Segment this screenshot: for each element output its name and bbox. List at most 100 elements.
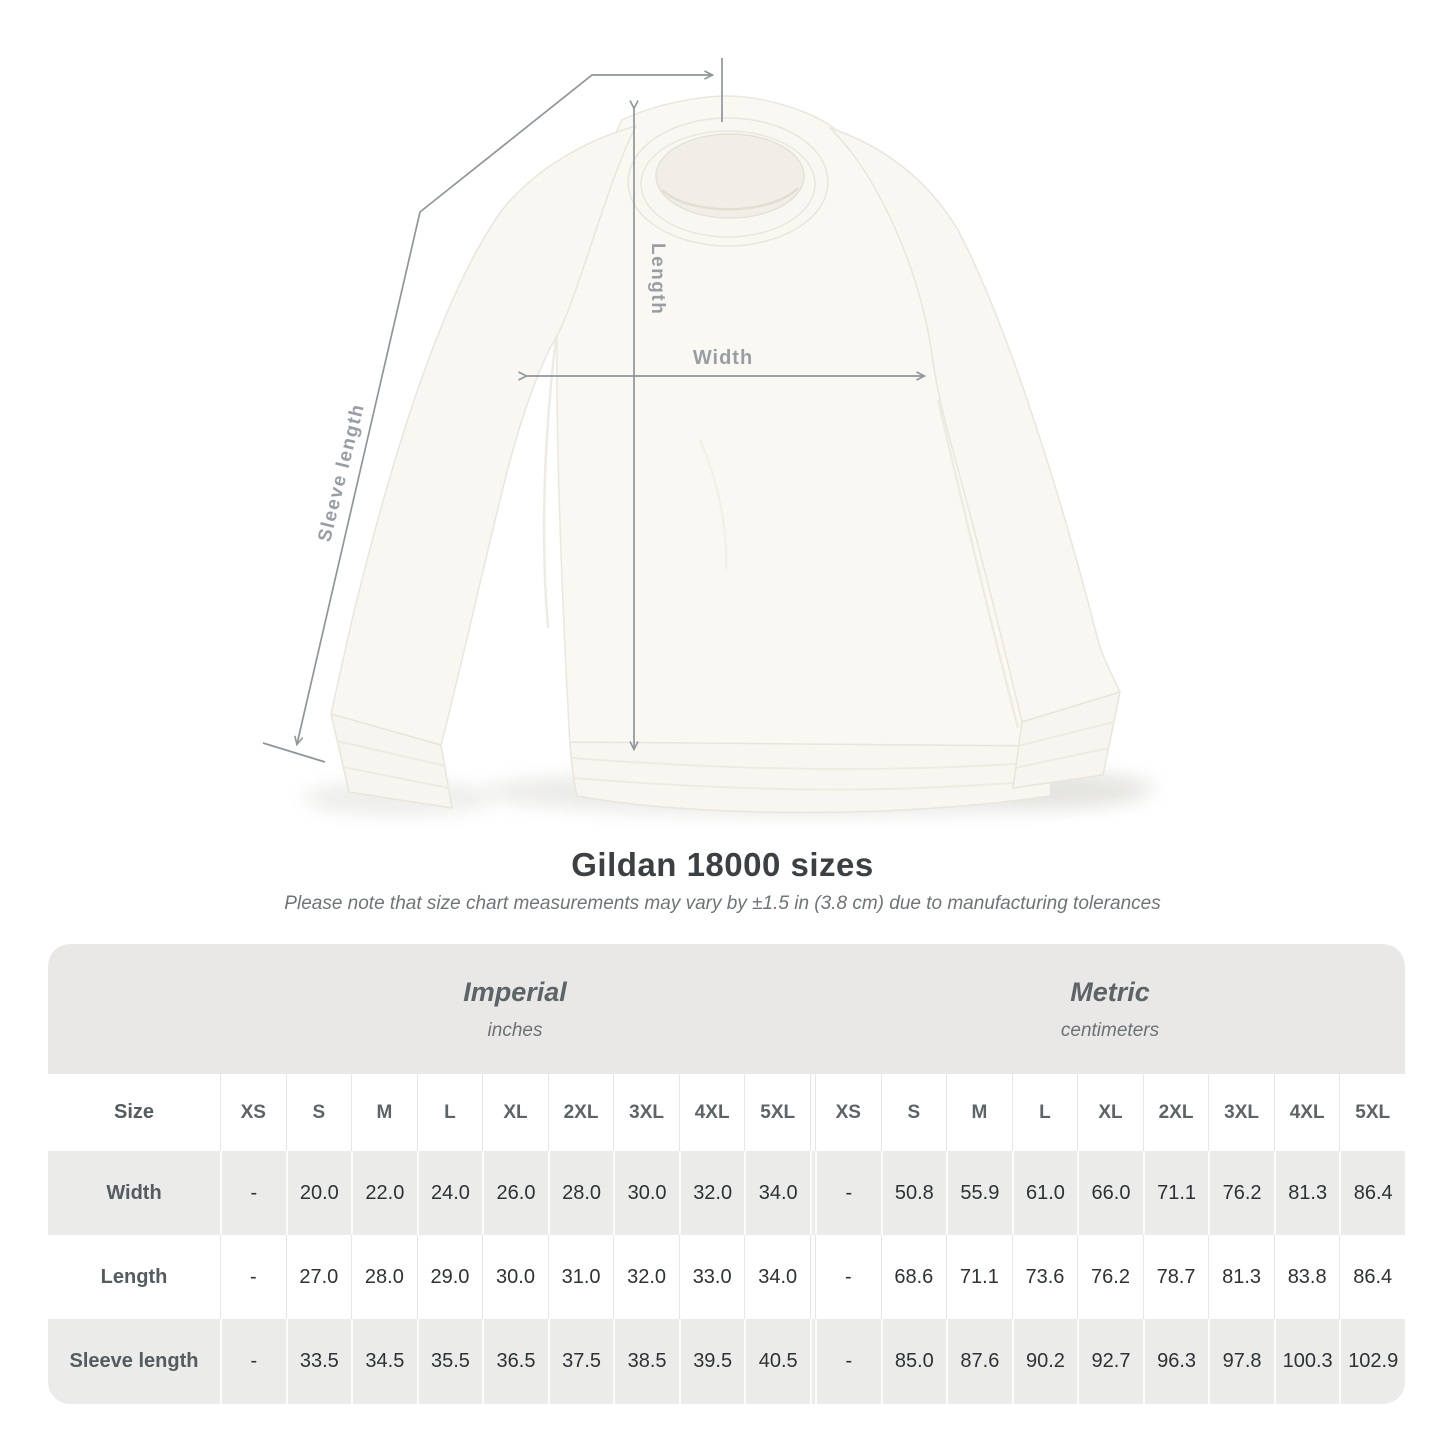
value-cell: 29.0 <box>416 1235 483 1319</box>
value-cell: 38.5 <box>613 1319 679 1404</box>
value-cell: 85.0 <box>880 1319 947 1404</box>
imperial-unit: inches <box>487 1019 543 1041</box>
width-row: Width - 20.0 22.0 24.0 26.0 28.0 30.0 32… <box>48 1151 1405 1235</box>
left-cuff <box>330 713 453 809</box>
size-header-cell: XS <box>220 1074 286 1151</box>
sweatshirt-illustration: Length Width Sleeve length <box>262 58 1157 816</box>
value-cell: 87.6 <box>946 1319 1012 1404</box>
value-cell: 27.0 <box>285 1235 352 1319</box>
value-cell: 31.0 <box>547 1235 614 1319</box>
metric-unit: centimeters <box>1060 1019 1160 1041</box>
metric-label: Metric <box>1070 976 1150 1007</box>
size-header-row: Size XS S M L XL 2XL 3XL 4XL 5XL XS S M … <box>48 1074 1405 1151</box>
row-label: Sleeve length <box>69 1350 199 1372</box>
size-header-cell: 3XL <box>1208 1074 1274 1151</box>
imperial-label: Imperial <box>463 976 567 1007</box>
cuff-tick <box>262 742 326 763</box>
size-header-cell: 5XL <box>1339 1074 1405 1151</box>
value-cell: 96.3 <box>1142 1319 1209 1404</box>
metric-header: Metric centimeters <box>815 977 1405 1042</box>
unit-system-divider <box>810 1074 815 1151</box>
value-cell: 61.0 <box>1011 1151 1078 1235</box>
value-cell: 34.0 <box>744 1235 810 1319</box>
row-label: Width <box>106 1181 162 1204</box>
value-cell: 26.0 <box>482 1151 548 1235</box>
value-cell: 97.8 <box>1208 1319 1274 1404</box>
value-cell: - <box>220 1151 286 1235</box>
size-header-cell: M <box>946 1074 1012 1151</box>
value-cell: - <box>220 1235 286 1319</box>
hem-band <box>569 741 1052 814</box>
value-cell: 78.7 <box>1142 1235 1209 1319</box>
value-cell: 37.5 <box>547 1319 614 1404</box>
size-header-cell: S <box>880 1074 947 1151</box>
size-header-cell: XL <box>1077 1074 1143 1151</box>
value-cell: 28.0 <box>547 1151 614 1235</box>
size-header-cell: 2XL <box>547 1074 614 1151</box>
value-cell: 66.0 <box>1077 1151 1143 1235</box>
value-cell: 81.3 <box>1273 1151 1340 1235</box>
value-cell: - <box>815 1235 881 1319</box>
size-header-cell: XS <box>815 1074 881 1151</box>
size-header-cell: L <box>416 1074 483 1151</box>
value-cell: 68.6 <box>880 1235 947 1319</box>
value-cell: 92.7 <box>1077 1319 1143 1404</box>
collar <box>627 117 829 247</box>
imperial-header: Imperial inches <box>220 977 810 1042</box>
value-cell: 33.5 <box>285 1319 352 1404</box>
value-cell: 40.5 <box>744 1319 810 1404</box>
unit-system-divider <box>810 1235 815 1319</box>
unit-system-divider <box>810 1151 815 1235</box>
value-cell: 55.9 <box>946 1151 1012 1235</box>
sleeve-length-label: Sleeve length <box>314 401 369 544</box>
sweatshirt <box>330 95 1121 814</box>
sleeve-arrow-lower <box>294 211 421 747</box>
length-label: Length <box>647 243 668 315</box>
page-subtitle: Please note that size chart measurements… <box>284 893 1161 914</box>
length-row: Length - 27.0 28.0 29.0 30.0 31.0 32.0 3… <box>48 1235 1405 1319</box>
size-table: Imperial inches Metric centimeters Size … <box>48 944 1405 1404</box>
size-header-cell: 4XL <box>678 1074 745 1151</box>
value-cell: 32.0 <box>678 1151 745 1235</box>
value-cell: 76.2 <box>1208 1151 1274 1235</box>
width-label: Width <box>693 347 753 369</box>
size-header-cell: M <box>351 1074 417 1151</box>
size-header-cell: 2XL <box>1142 1074 1209 1151</box>
page-title: Gildan 18000 sizes <box>571 846 874 883</box>
value-cell: 20.0 <box>285 1151 352 1235</box>
size-col-header: Size <box>113 1101 155 1123</box>
value-cell: 86.4 <box>1339 1235 1405 1319</box>
value-cell: - <box>220 1319 286 1404</box>
value-cell: 50.8 <box>880 1151 947 1235</box>
measurement-lines <box>262 58 927 763</box>
size-header-cell: 4XL <box>1273 1074 1340 1151</box>
sleeve-arrow <box>419 70 715 213</box>
value-cell: 35.5 <box>416 1319 483 1404</box>
value-cell: 100.3 <box>1273 1319 1340 1404</box>
value-cell: 86.4 <box>1339 1151 1405 1235</box>
value-cell: 71.1 <box>1142 1151 1209 1235</box>
product-measurement-diagram: Length Width Sleeve length <box>262 58 1157 816</box>
value-cell: 24.0 <box>416 1151 483 1235</box>
value-cell: 30.0 <box>613 1151 679 1235</box>
value-cell: 71.1 <box>946 1235 1012 1319</box>
value-cell: 34.0 <box>744 1151 810 1235</box>
value-cell: 22.0 <box>351 1151 417 1235</box>
value-cell: 102.9 <box>1339 1319 1405 1404</box>
sleeve-length-row: Sleeve length - 33.5 34.5 35.5 36.5 37.5… <box>48 1319 1405 1404</box>
row-label: Length <box>100 1265 168 1288</box>
value-cell: 32.0 <box>613 1235 679 1319</box>
unit-system-divider <box>810 1319 815 1404</box>
value-cell: 39.5 <box>678 1319 745 1404</box>
size-header-cell: S <box>285 1074 352 1151</box>
value-cell: 81.3 <box>1208 1235 1274 1319</box>
size-header-cell: 3XL <box>613 1074 679 1151</box>
value-cell: - <box>815 1151 881 1235</box>
size-header-cell: L <box>1011 1074 1078 1151</box>
value-cell: 34.5 <box>351 1319 417 1404</box>
unit-system-header: Imperial inches Metric centimeters <box>48 944 1405 1074</box>
value-cell: 90.2 <box>1011 1319 1078 1404</box>
value-cell: - <box>815 1319 881 1404</box>
size-header-cell: 5XL <box>744 1074 810 1151</box>
value-cell: 36.5 <box>482 1319 548 1404</box>
